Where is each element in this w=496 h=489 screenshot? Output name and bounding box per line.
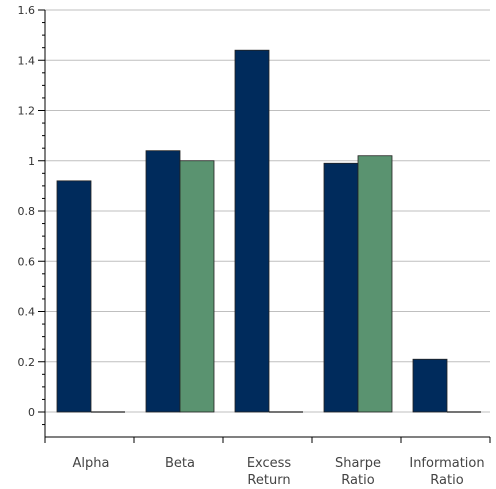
x-tick-label: Beta	[165, 456, 195, 471]
y-tick-label: 1	[28, 155, 35, 168]
y-tick-label: 1.6	[18, 4, 36, 17]
y-tick-label: 0.6	[18, 255, 36, 268]
axes	[38, 9, 491, 443]
bar	[323, 162, 359, 413]
bar	[234, 49, 270, 413]
y-tick-label: 0.2	[18, 356, 36, 369]
x-tick-label: Ratio	[430, 473, 463, 488]
x-tick-label: Excess	[247, 456, 292, 471]
bar	[412, 358, 448, 413]
y-tick-label: 0	[28, 406, 35, 419]
y-tick-label: 1.2	[18, 105, 36, 118]
x-tick-label: Alpha	[73, 456, 110, 471]
x-tick-label: Return	[247, 473, 290, 488]
bars	[56, 49, 481, 413]
labels: 0 0.2 0.4 0.6 0.8 1 1.2 1.4 1.6 Alpha Beta Excess Re…	[18, 4, 485, 488]
x-tick-label: Ratio	[341, 473, 374, 488]
bar	[179, 160, 215, 413]
x-tick-label: Sharpe	[335, 456, 381, 471]
bar	[56, 180, 92, 413]
y-tick-label: 0.4	[18, 306, 36, 319]
x-tick-label: Information	[409, 456, 484, 471]
y-tick-label: 1.4	[18, 54, 36, 67]
y-tick-label: 0.8	[18, 205, 36, 218]
bar	[357, 155, 393, 413]
bar	[145, 150, 181, 413]
